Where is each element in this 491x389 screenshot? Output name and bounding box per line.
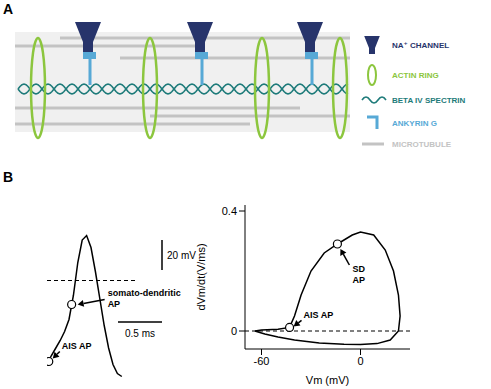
svg-text:A: A <box>3 1 13 17</box>
svg-text:B: B <box>3 169 13 185</box>
svg-text:0: 0 <box>231 325 237 337</box>
svg-text:0.4: 0.4 <box>222 205 237 217</box>
svg-text:AIS AP: AIS AP <box>304 310 334 320</box>
svg-text:-60: -60 <box>254 355 270 367</box>
svg-text:0.5 ms: 0.5 ms <box>125 328 155 339</box>
svg-text:0: 0 <box>357 355 363 367</box>
svg-text:MICROTUBULE: MICROTUBULE <box>392 140 452 149</box>
svg-text:Vm (mV): Vm (mV) <box>306 374 349 386</box>
svg-text:NA⁺ CHANNEL: NA⁺ CHANNEL <box>392 41 449 50</box>
svg-text:ANKYRIN G: ANKYRIN G <box>392 119 437 128</box>
svg-text:SDAP: SDAP <box>352 264 365 285</box>
svg-text:20 mV: 20 mV <box>167 250 196 261</box>
svg-text:BETA IV SPECTRIN: BETA IV SPECTRIN <box>392 96 466 105</box>
svg-text:somato-dendriticAP: somato-dendriticAP <box>108 288 181 309</box>
svg-text:ACTIN RING: ACTIN RING <box>392 71 439 80</box>
svg-text:dVm/dt(V/ms): dVm/dt(V/ms) <box>195 243 207 310</box>
svg-text:AIS AP: AIS AP <box>62 341 92 351</box>
